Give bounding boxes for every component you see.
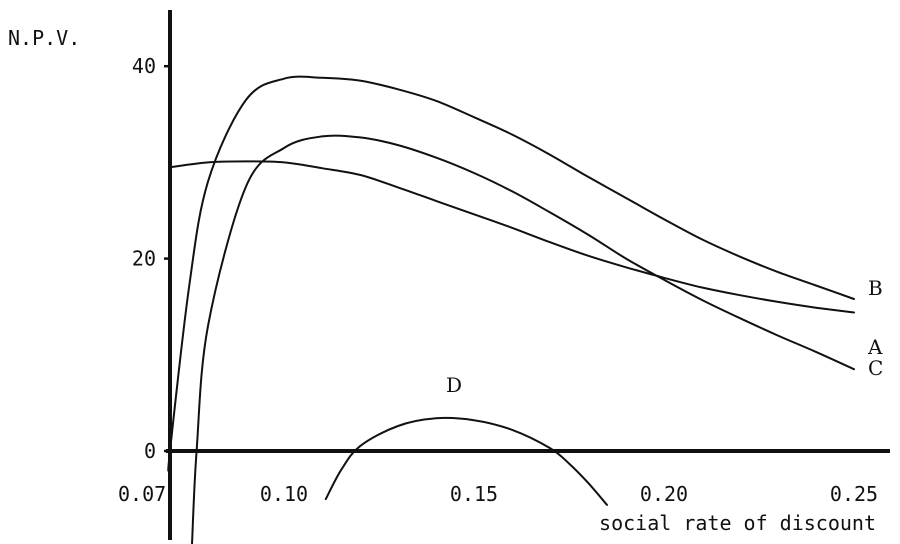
- series-label-a: A: [867, 335, 883, 359]
- x-axis-label: social rate of discount: [599, 511, 876, 535]
- series-a-line: [169, 160, 855, 314]
- y-tick-label-0: 0: [144, 439, 156, 463]
- y-tick-label-40: 40: [132, 54, 156, 78]
- series-labels-layer: A B C D: [446, 276, 883, 397]
- x-tick-label-0-10: 0.10: [260, 482, 308, 506]
- series-label-b: B: [868, 276, 883, 300]
- series-label-d: D: [446, 373, 462, 397]
- y-axis-label: N.P.V.: [8, 26, 80, 50]
- series-c-line: [191, 134, 855, 544]
- series-b-line: [167, 75, 855, 472]
- x-tick-label-0-07: 0.07: [118, 482, 166, 506]
- x-tick-label-0-15: 0.15: [450, 482, 498, 506]
- x-tick-label-0-25: 0.25: [830, 482, 878, 506]
- y-tick-label-20: 20: [132, 247, 156, 271]
- x-tick-label-0-20: 0.20: [640, 482, 688, 506]
- curves-layer: [167, 75, 855, 544]
- ticks-layer: 0 20 40 0.07 0.10 0.15 0.20 0.25: [118, 54, 878, 506]
- series-label-c: C: [868, 356, 883, 380]
